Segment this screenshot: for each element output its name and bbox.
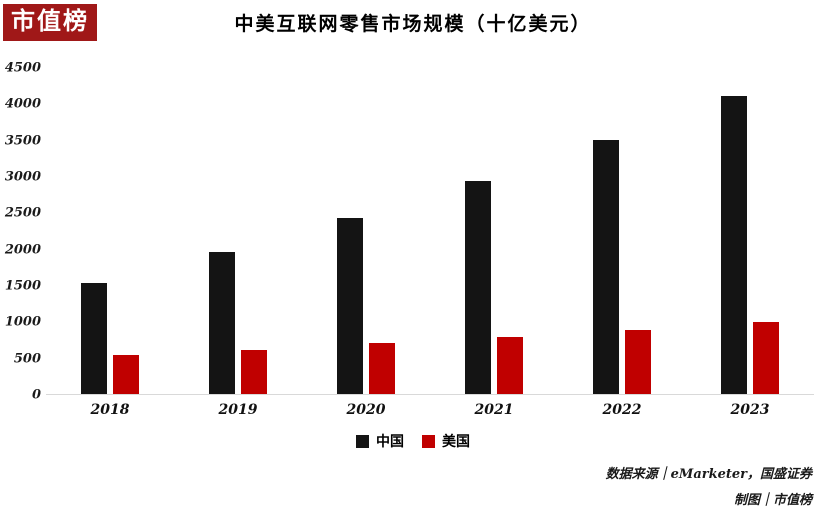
bar-group — [337, 218, 395, 394]
x-tick-label: 2020 — [346, 402, 386, 418]
footer: 数据来源｜eMarketer，国盛证券 制图｜市值榜 — [606, 462, 812, 514]
bar-usa — [241, 349, 267, 394]
bar-usa — [113, 354, 139, 394]
chart-area: 0 500 1000 1500 2000 2500 3000 3500 4000 4500 201… — [4, 62, 814, 418]
y-tick-label: 1500 — [4, 278, 41, 294]
x-tick-label: 2022 — [602, 402, 642, 418]
y-tick-label: 4500 — [4, 60, 41, 76]
legend-label: 美国 — [442, 433, 470, 449]
plot-column: 2018 2019 2020 2021 2022 2023 — [46, 68, 814, 418]
y-tick-label: 3000 — [4, 169, 41, 185]
bar-china — [209, 252, 235, 394]
x-tick-label: 2021 — [474, 402, 514, 418]
bar-usa — [625, 330, 651, 394]
x-axis: 2018 2019 2020 2021 2022 2023 — [46, 402, 814, 418]
page-title: 中美互联网零售市场规模（十亿美元） — [234, 14, 592, 35]
logo-text: 市值榜 — [11, 6, 89, 35]
y-tick-label: 0 — [31, 387, 41, 403]
y-tick-label: 2000 — [4, 242, 41, 258]
y-tick-label: 2500 — [4, 205, 41, 221]
logo: 市值榜 — [3, 4, 97, 41]
bar-usa — [497, 336, 523, 394]
footer-credit: 制图｜市值榜 — [733, 493, 812, 508]
bar-china — [81, 282, 107, 394]
plot-area — [46, 68, 814, 395]
y-tick-label: 500 — [13, 351, 41, 367]
bar-china — [337, 218, 363, 394]
y-tick-label: 4000 — [4, 96, 41, 112]
bar-china — [593, 140, 619, 394]
bar-group — [209, 252, 267, 394]
legend-label: 中国 — [376, 433, 404, 449]
y-tick-label: 3500 — [4, 133, 41, 149]
bar-group — [81, 282, 139, 394]
bar-group — [465, 181, 523, 394]
bar-usa — [753, 322, 779, 394]
y-tick-label: 1000 — [4, 314, 41, 330]
y-axis: 0 500 1000 1500 2000 2500 3000 3500 4000 4500 — [4, 62, 46, 402]
x-tick-label: 2023 — [730, 402, 770, 418]
legend-item-china: 中国 — [356, 431, 404, 451]
legend-swatch-icon — [422, 434, 435, 448]
bar-group — [721, 96, 779, 394]
legend-swatch-icon — [356, 434, 369, 448]
x-tick-label: 2018 — [90, 402, 130, 418]
x-tick-label: 2019 — [218, 402, 258, 418]
bar-group — [593, 140, 651, 394]
bar-china — [721, 96, 747, 394]
bar-usa — [369, 343, 395, 394]
bar-china — [465, 181, 491, 394]
legend-item-usa: 美国 — [422, 431, 470, 451]
footer-source: 数据来源｜eMarketer，国盛证券 — [605, 467, 812, 482]
chart-legend: 中国 美国 — [0, 431, 826, 451]
